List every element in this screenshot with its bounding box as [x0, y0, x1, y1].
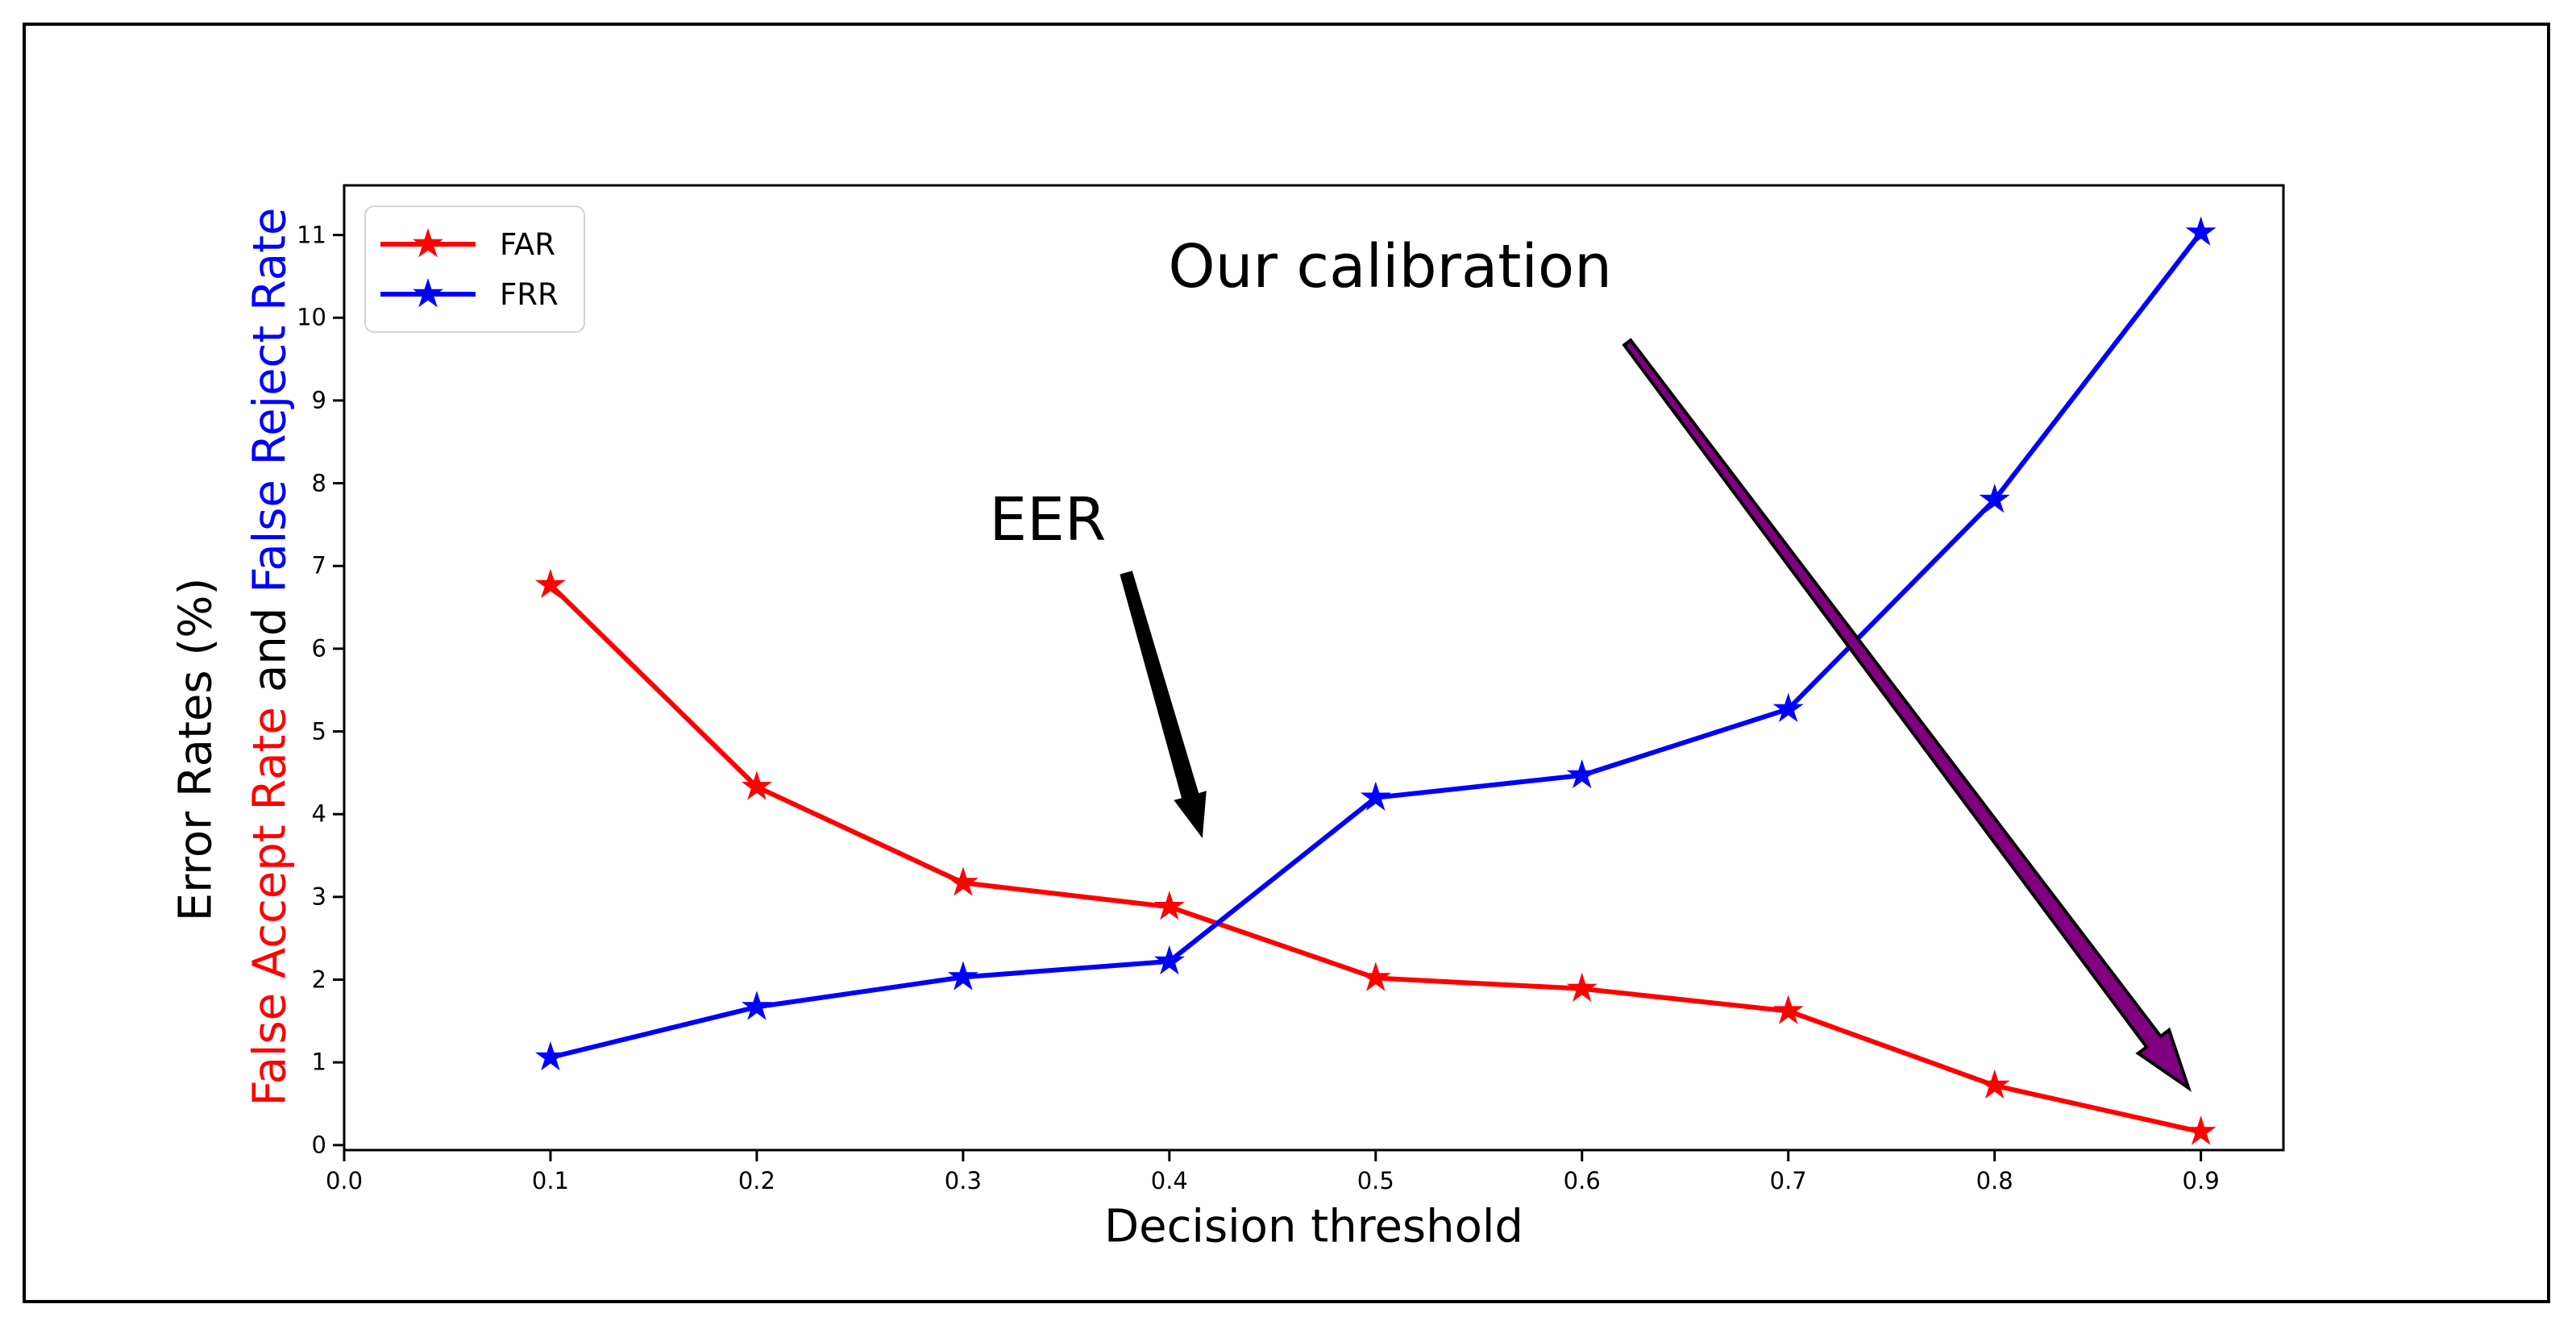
- y-tick-label: 10: [297, 303, 326, 331]
- y-tick-label: 5: [311, 717, 326, 745]
- y-tick-label: 2: [311, 966, 326, 994]
- marker-frr: [1979, 484, 2010, 513]
- marker-frr: [1566, 759, 1598, 789]
- calibration-arrow: [1622, 338, 2192, 1093]
- y-tick-label: 6: [311, 634, 326, 662]
- marker-far: [2185, 1115, 2217, 1145]
- marker-frr: [1772, 692, 1804, 722]
- marker-frr: [947, 961, 978, 991]
- x-tick-label: 0.0: [325, 1167, 364, 1194]
- y-tick-label: 0: [311, 1131, 326, 1159]
- marker-far: [1772, 995, 1804, 1024]
- marker-frr: [534, 1041, 566, 1071]
- y-tick-label: 3: [311, 883, 326, 911]
- legend-label-frr: FRR: [500, 276, 559, 312]
- y-tick-label: 11: [297, 221, 326, 249]
- x-tick-label: 0.6: [1563, 1167, 1601, 1194]
- marker-frr: [741, 991, 772, 1020]
- x-tick-label: 0.2: [737, 1167, 775, 1194]
- x-tick-label: 0.3: [944, 1167, 982, 1194]
- y-tick-label: 4: [311, 799, 326, 828]
- x-tick-label: 0.8: [1976, 1167, 2013, 1194]
- marker-frr: [1360, 781, 1391, 811]
- marker-frr: [1153, 945, 1185, 975]
- legend-entry-frr: FRR: [377, 276, 584, 312]
- legend-entry-far: FAR: [377, 226, 584, 262]
- y-axis-label-and: and: [243, 607, 297, 693]
- legend-box: FAR FRR: [364, 206, 585, 333]
- y-axis-label-false-reject: False Reject Rate: [243, 207, 297, 593]
- x-tick-label: 0.1: [531, 1167, 570, 1194]
- marker-far: [534, 568, 566, 598]
- x-axis-label: Decision threshold: [1104, 1200, 1523, 1253]
- frr-line-sample-icon: [380, 278, 476, 308]
- x-tick-label: 0.4: [1150, 1167, 1188, 1194]
- far-line-sample-icon: [380, 228, 476, 258]
- series-line-frr: [550, 230, 2203, 1060]
- eer-arrow: [1120, 571, 1207, 838]
- series-line-far: [548, 583, 2202, 1135]
- y-tick-label: 9: [311, 386, 326, 414]
- y-tick-label: 8: [311, 469, 326, 497]
- x-tick-label: 0.5: [1357, 1167, 1394, 1194]
- x-tick-label: 0.9: [2182, 1167, 2220, 1194]
- marker-frr: [2185, 216, 2217, 246]
- marker-far: [1979, 1069, 2010, 1099]
- y-tick-label: 7: [311, 551, 326, 579]
- legend-label-far: FAR: [500, 226, 555, 262]
- marker-far: [1153, 891, 1185, 920]
- marker-far: [947, 866, 978, 896]
- calibration-annotation-label: Our calibration: [1168, 231, 1613, 301]
- axes-spines: [343, 184, 2285, 1152]
- marker-far: [741, 770, 772, 800]
- eer-annotation-label: EER: [989, 484, 1107, 554]
- y-axis-label-secondary: False Accept Rate and False Reject Rate: [244, 208, 297, 1107]
- x-tick-label: 0.7: [1769, 1167, 1807, 1194]
- y-tick-label: 1: [311, 1048, 326, 1076]
- marker-far: [1566, 972, 1598, 1002]
- marker-far: [1360, 961, 1391, 991]
- y-axis-label-false-accept: False Accept Rate: [243, 707, 297, 1107]
- y-axis-label-primary: Error Rates (%): [169, 577, 222, 922]
- figure-border: [23, 23, 2550, 1303]
